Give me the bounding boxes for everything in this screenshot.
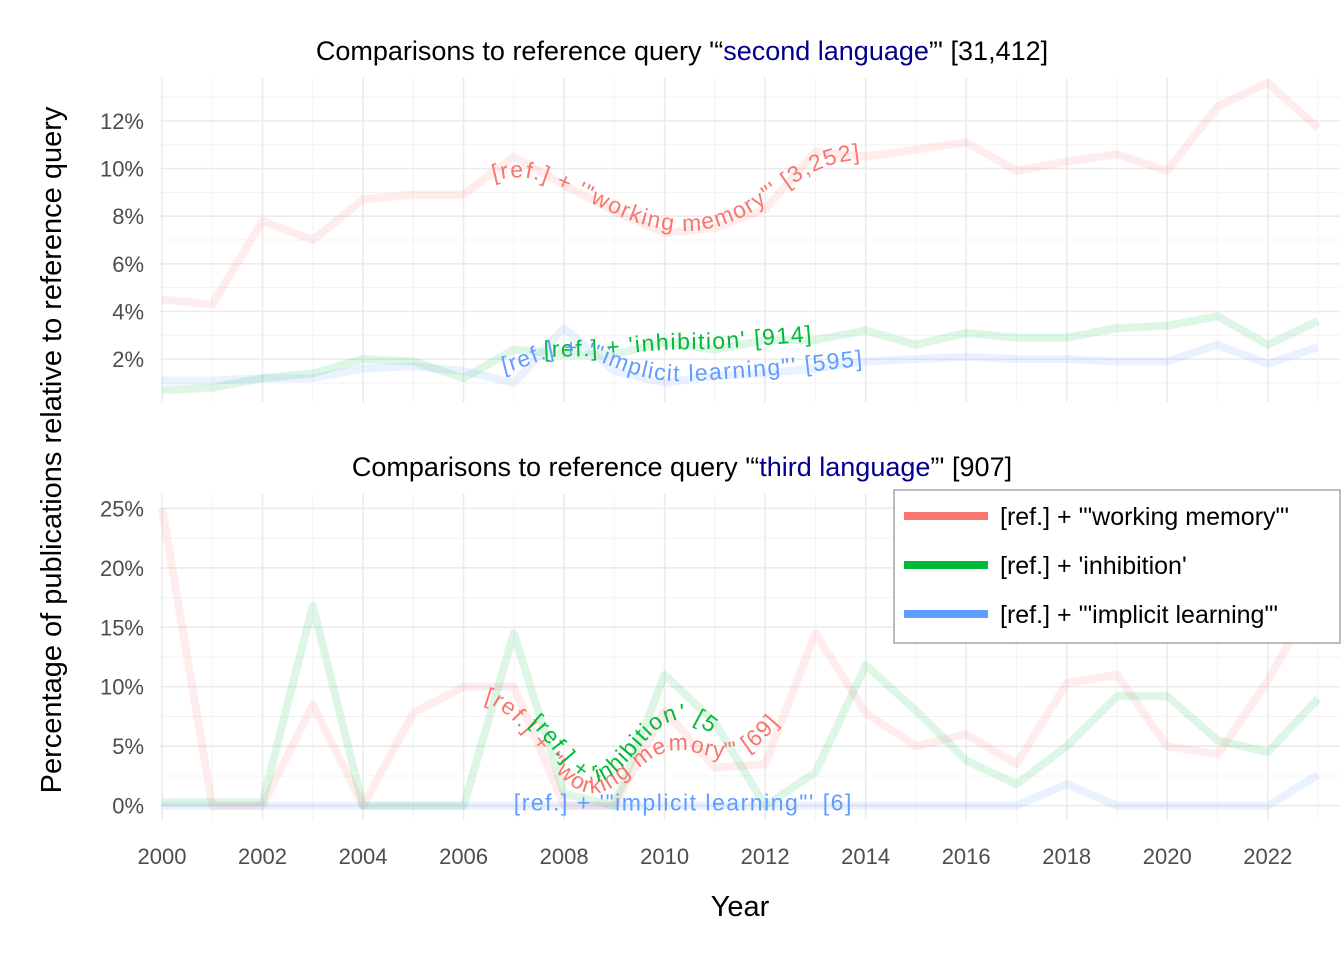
y-tick-label: 2% bbox=[112, 347, 144, 372]
x-tick-label: 2006 bbox=[439, 844, 488, 869]
series-line-working_memory bbox=[158, 507, 1322, 810]
series-line-inhibition bbox=[161, 312, 1320, 395]
y-tick-label: 12% bbox=[100, 109, 144, 134]
series-line-working_memory bbox=[161, 78, 1321, 309]
curve-label-working_memory: [ref.] + '"working memory"' [3,252] bbox=[489, 138, 862, 236]
curve-label-text: [ref.] + '"working memory"' [3,252] bbox=[489, 138, 861, 236]
panel-title: Comparisons to reference query '“second … bbox=[316, 36, 1048, 66]
x-tick-label: 2014 bbox=[841, 844, 890, 869]
panel-third-language: Comparisons to reference query '“third l… bbox=[0, 0, 1340, 869]
y-tick-label: 0% bbox=[112, 794, 144, 819]
y-tick-label: 25% bbox=[100, 496, 144, 521]
series-line-implicit_learning bbox=[162, 771, 1321, 810]
x-tick-label: 2002 bbox=[238, 844, 287, 869]
curve-label-implicit_learning: [ref.] + '"implicit learning"' [6] bbox=[514, 790, 853, 816]
panel-second-language: Comparisons to reference query '“second … bbox=[100, 36, 1340, 402]
title-query: second language bbox=[723, 36, 929, 66]
x-tick-label: 2010 bbox=[640, 844, 689, 869]
series-line-inhibition bbox=[162, 601, 1321, 810]
y-tick-label: 5% bbox=[112, 734, 144, 759]
title-query: third language bbox=[759, 452, 930, 482]
y-tick-label: 15% bbox=[100, 615, 144, 640]
curve-label-text: [ref.] + '"implicit learning"' [6] bbox=[514, 790, 852, 816]
legend-label: [ref.] + '"working memory"' bbox=[1000, 503, 1289, 531]
x-tick-label: 2012 bbox=[741, 844, 790, 869]
title-prefix: Comparisons to reference query '“ bbox=[352, 452, 759, 482]
y-tick-label: 8% bbox=[112, 204, 144, 229]
series-line-implicit_learning bbox=[162, 324, 1320, 387]
x-tick-label: 2020 bbox=[1143, 844, 1192, 869]
panel-title: Comparisons to reference query '“third l… bbox=[352, 452, 1012, 482]
y-tick-label: 4% bbox=[112, 299, 144, 324]
y-tick-label: 10% bbox=[100, 675, 144, 700]
title-suffix: ”' [907] bbox=[930, 452, 1012, 482]
x-tick-label: 2016 bbox=[942, 844, 991, 869]
x-tick-label: 2004 bbox=[339, 844, 388, 869]
y-tick-label: 20% bbox=[100, 556, 144, 581]
y-tick-label: 6% bbox=[112, 252, 144, 277]
legend: [ref.] + '"working memory"' [ref.] + 'inh… bbox=[893, 489, 1341, 644]
x-tick-label: 2022 bbox=[1243, 844, 1292, 869]
legend-label: [ref.] + '"implicit learning"' bbox=[1000, 601, 1278, 629]
title-suffix: ”' [31,412] bbox=[929, 36, 1048, 66]
x-tick-label: 2000 bbox=[138, 844, 187, 869]
legend-label: [ref.] + 'inhibition' bbox=[1000, 552, 1187, 580]
y-tick-label: 10% bbox=[100, 157, 144, 182]
title-prefix: Comparisons to reference query '“ bbox=[316, 36, 723, 66]
x-tick-label: 2018 bbox=[1042, 844, 1091, 869]
x-tick-label: 2008 bbox=[540, 844, 589, 869]
y-axis-title: Percentage of publications relative to r… bbox=[36, 106, 68, 793]
x-axis-title: Year bbox=[711, 891, 770, 923]
